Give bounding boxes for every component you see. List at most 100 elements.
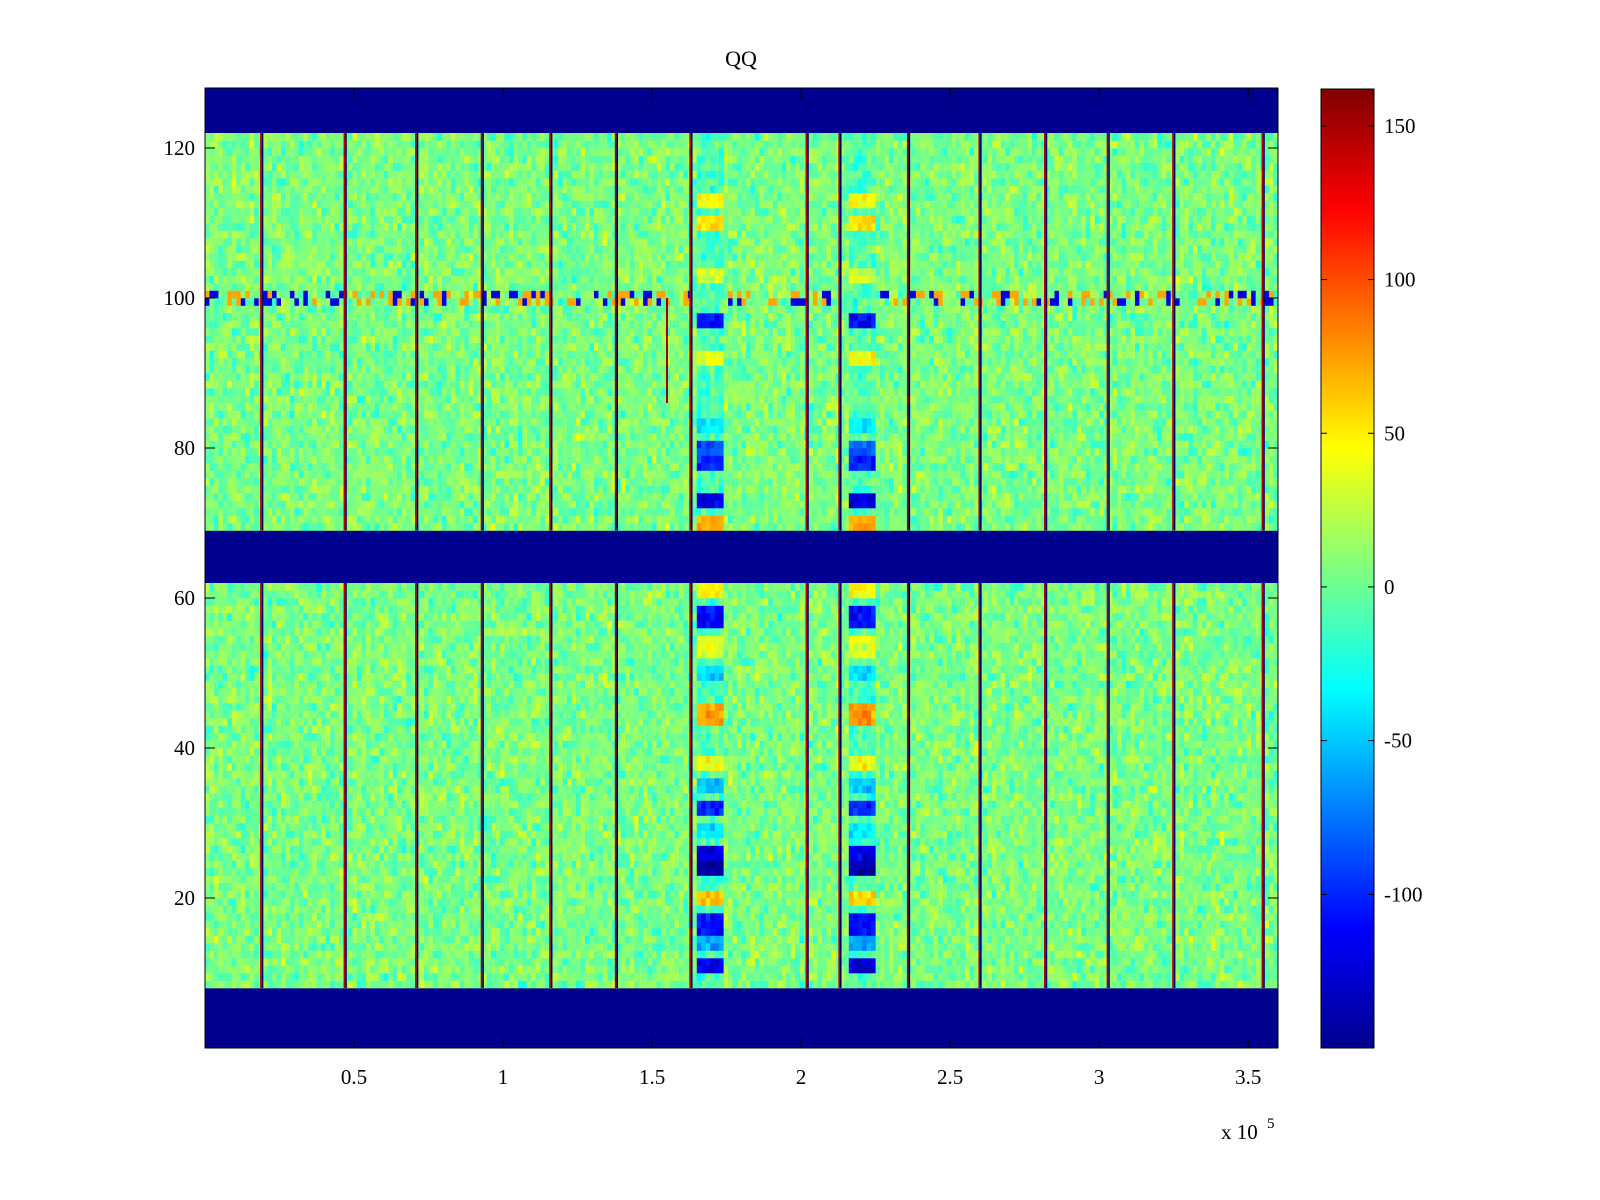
heatmap-cell (818, 943, 823, 951)
heatmap-cell (876, 913, 881, 921)
heatmap-cell (983, 973, 988, 981)
heatmap-cell (268, 928, 273, 936)
heatmap-cell (558, 943, 563, 951)
heatmap-cell (679, 876, 684, 884)
heatmap-cell (831, 913, 836, 921)
heatmap-cell (1130, 838, 1135, 846)
heatmap-cell (764, 928, 769, 936)
heatmap-cell (746, 951, 751, 959)
heatmap-cell (563, 928, 568, 936)
heatmap-cell (1068, 838, 1073, 846)
heatmap-cell (1019, 883, 1024, 891)
heatmap-cell (809, 876, 814, 884)
heatmap-cell (496, 973, 501, 981)
heatmap-cell (330, 958, 335, 966)
heatmap-cell (880, 906, 885, 914)
heatmap-cell (809, 921, 814, 929)
heatmap-cell (902, 838, 907, 846)
heatmap-cell (437, 898, 442, 906)
heatmap-cell (880, 921, 885, 929)
heatmap-cell (715, 906, 720, 914)
heatmap-cell (1001, 861, 1006, 869)
heatmap-cell (232, 981, 237, 989)
heatmap-cell (943, 951, 948, 959)
heatmap-cell (509, 876, 514, 884)
heatmap-cell (263, 966, 268, 974)
heatmap-cell (1153, 913, 1158, 921)
heatmap-cell (1130, 861, 1135, 869)
heatmap-cell (983, 853, 988, 861)
heatmap-cell (648, 891, 653, 899)
heatmap-cell (657, 853, 662, 861)
heatmap-cell (285, 876, 290, 884)
heatmap-cell (755, 898, 760, 906)
heatmap-cell (1198, 973, 1203, 981)
heatmap-cell (786, 853, 791, 861)
heatmap-cell (652, 906, 657, 914)
heatmap-cell (943, 898, 948, 906)
heatmap-cell (1135, 981, 1140, 989)
heatmap-cell (384, 966, 389, 974)
heatmap-cell (254, 876, 259, 884)
heatmap-cell (1242, 981, 1247, 989)
heatmap-cell (1157, 943, 1162, 951)
heatmap-cell (786, 876, 791, 884)
heatmap-cell (974, 936, 979, 944)
heatmap-cell (652, 921, 657, 929)
heatmap-cell (567, 921, 572, 929)
heatmap-cell (639, 853, 644, 861)
heatmap-cell (715, 831, 720, 839)
heatmap-cell (500, 936, 505, 944)
heatmap-cell (911, 846, 916, 854)
heatmap-cell (1256, 898, 1261, 906)
heatmap-cell (746, 853, 751, 861)
heatmap-cell (509, 951, 514, 959)
heatmap-cell (773, 846, 778, 854)
heatmap-cell (1081, 883, 1086, 891)
heatmap-cell (956, 921, 961, 929)
heatmap-cell (496, 936, 501, 944)
heatmap-cell (724, 981, 729, 989)
heatmap-cell (1247, 951, 1252, 959)
heatmap-cell (1238, 966, 1243, 974)
heatmap-cell (724, 928, 729, 936)
heatmap-cell (1184, 958, 1189, 966)
heatmap-cell (214, 973, 219, 981)
heatmap-cell (1144, 921, 1149, 929)
heatmap-cell (876, 928, 881, 936)
heatmap-cell (227, 973, 232, 981)
heatmap-cell (938, 951, 943, 959)
heatmap-cell (898, 906, 903, 914)
heatmap-cell (759, 868, 764, 876)
heatmap-cell (1090, 898, 1095, 906)
heatmap-cell (706, 913, 711, 921)
heatmap-cell (737, 928, 742, 936)
heatmap-cell (317, 898, 322, 906)
heatmap-cell (1130, 921, 1135, 929)
heatmap-cell (625, 958, 630, 966)
heatmap-cell (272, 831, 277, 839)
heatmap-cell (545, 951, 550, 959)
heatmap-cell (652, 876, 657, 884)
heatmap-cell (634, 898, 639, 906)
heatmap-cell (1269, 861, 1274, 869)
heatmap-cell (759, 853, 764, 861)
heatmap-cell (1117, 898, 1122, 906)
heatmap-cell (1202, 853, 1207, 861)
heatmap-cell (312, 906, 317, 914)
heatmap-cell (446, 846, 451, 854)
heatmap-cell (880, 838, 885, 846)
heatmap-cell (1005, 921, 1010, 929)
heatmap-cell (361, 831, 366, 839)
heatmap-cell (1063, 913, 1068, 921)
heatmap-cell (809, 861, 814, 869)
heatmap-cell (558, 928, 563, 936)
heatmap-cell (268, 891, 273, 899)
heatmap-cell (589, 913, 594, 921)
heatmap-cell (411, 958, 416, 966)
heatmap-cell (916, 973, 921, 981)
heatmap-cell (697, 868, 702, 876)
heatmap-cell (643, 831, 648, 839)
heatmap-cell (871, 973, 876, 981)
heatmap-cell (500, 966, 505, 974)
